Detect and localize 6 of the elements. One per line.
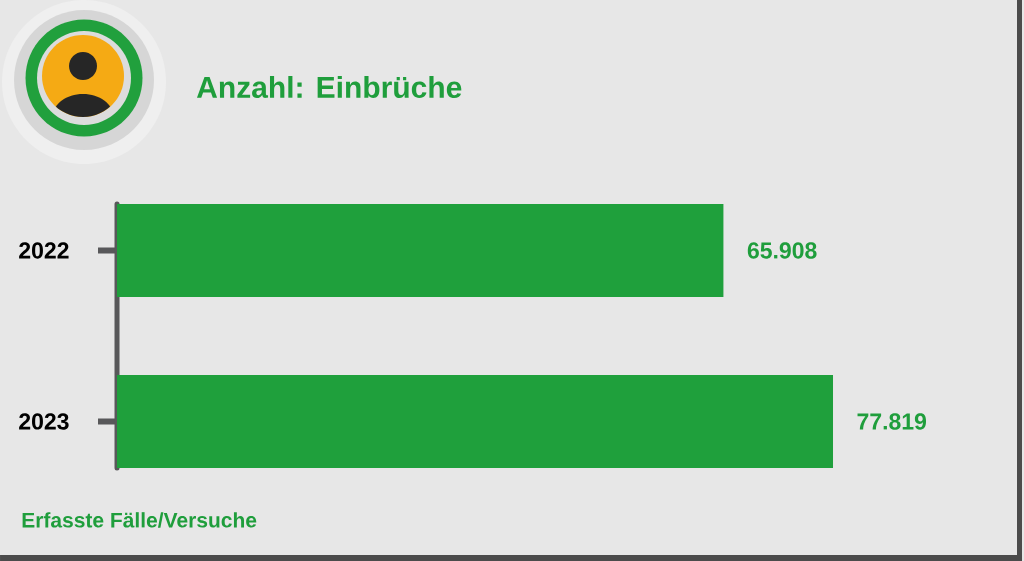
y-tick-label: 2023	[19, 413, 69, 430]
text: Erfasste Fälle/Versuche	[22, 512, 257, 528]
data-label: 77.819	[857, 413, 927, 430]
y-tick-label: 2022	[19, 242, 69, 259]
chart-title: Anzahl: Einbrüche	[196, 75, 462, 99]
data-label: 65.908	[747, 242, 817, 259]
